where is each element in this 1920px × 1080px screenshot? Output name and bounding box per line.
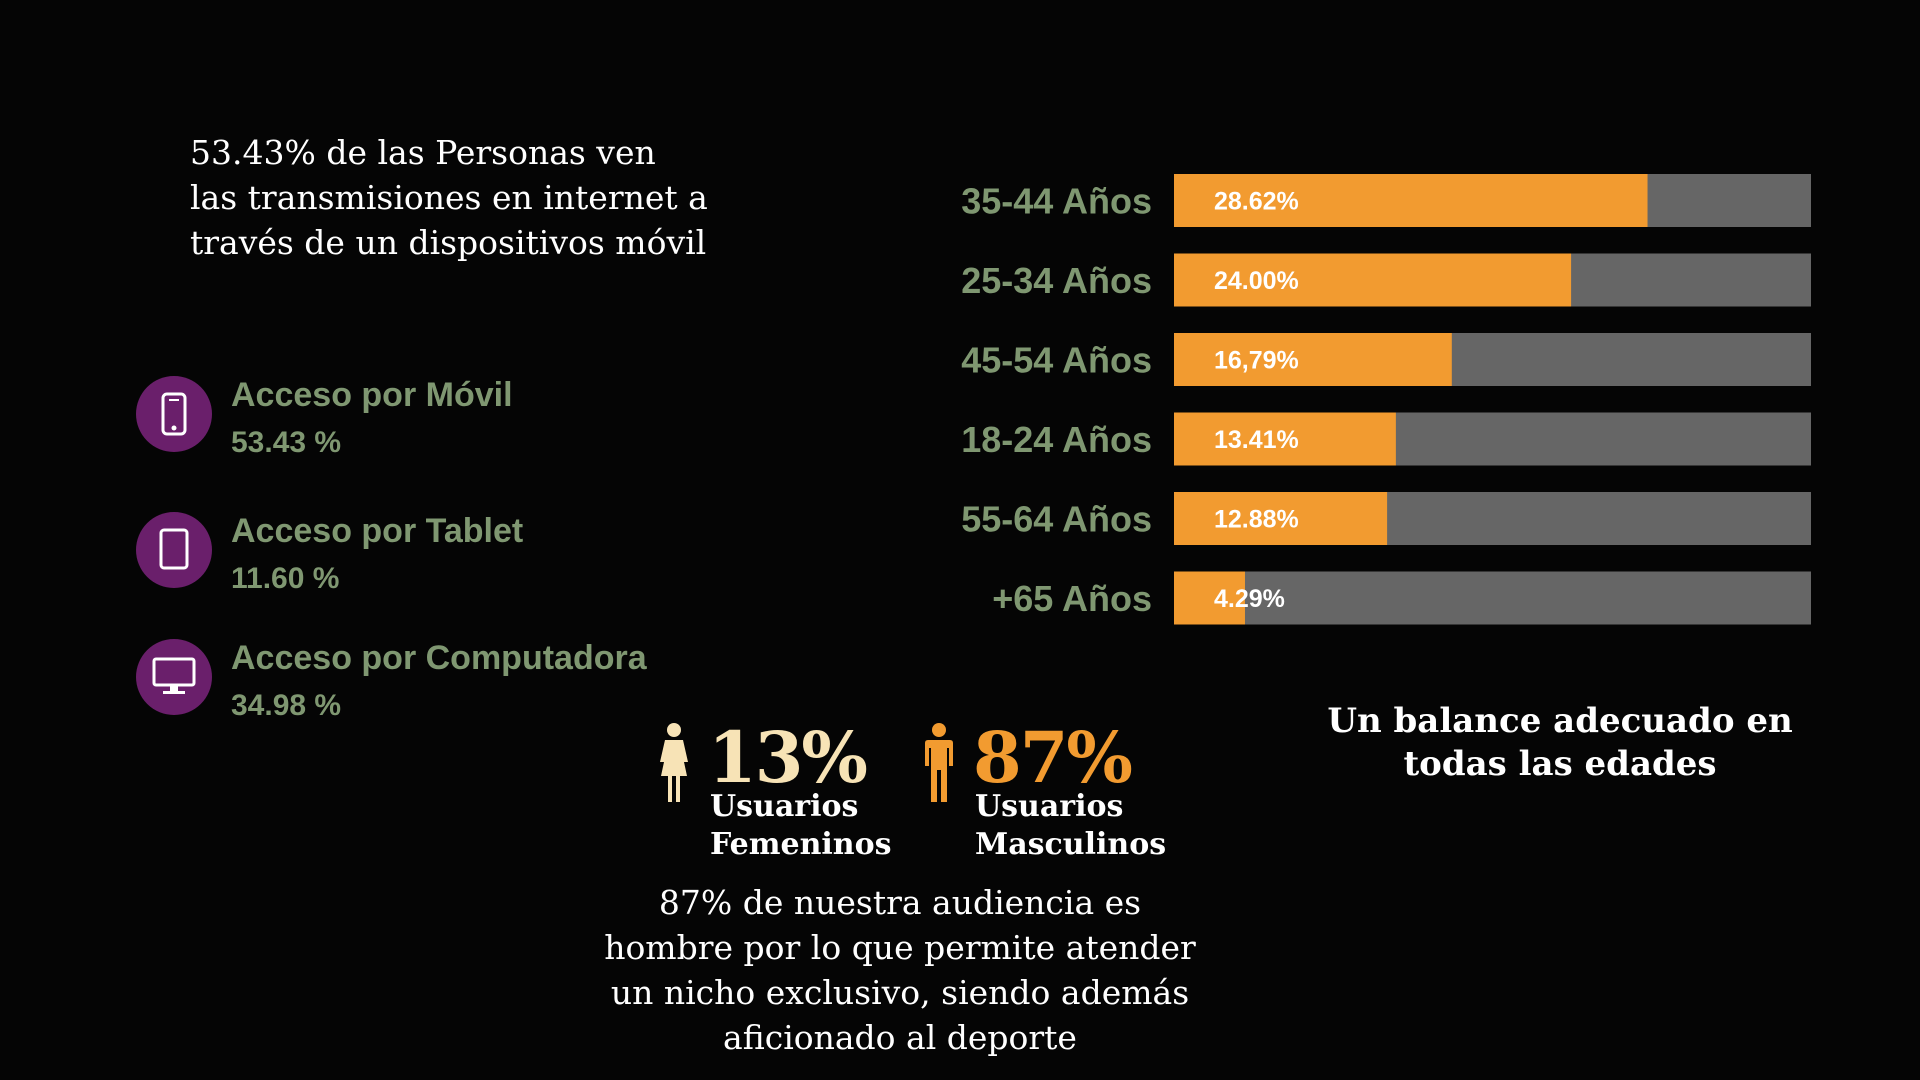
bar — [1174, 571, 1245, 625]
category-label: 55-64 Años — [961, 499, 1152, 540]
bar — [1174, 174, 1648, 227]
category-label: +65 Años — [992, 578, 1152, 619]
tablet-icon — [136, 512, 212, 588]
access-mobile-value: 53.43 % — [231, 426, 342, 459]
bar-value-label: 24.00% — [1214, 267, 1299, 295]
male-label-line1: Usuarios — [975, 789, 1124, 824]
chart-caption: Un balance adecuado en todas las edades — [1327, 701, 1793, 784]
bar-value-label: 13.41% — [1214, 426, 1299, 454]
female-percent: 13% — [708, 716, 868, 799]
bar — [1174, 412, 1396, 466]
audience-text: 87% de nuestra audiencia es hombre por l… — [604, 883, 1196, 1057]
intro-text: 53.43% de las Personas ven las transmisi… — [190, 133, 708, 262]
mobile-icon — [136, 376, 212, 452]
access-computer-label: Acceso por Computadora — [231, 639, 647, 677]
female-label-line2: Femeninos — [710, 827, 892, 862]
access-mobile-label: Acceso por Móvil — [231, 376, 513, 414]
monitor-icon — [136, 639, 212, 715]
male-stat: 87% Usuarios Masculinos — [920, 718, 1180, 868]
access-mobile: Acceso por Móvil 53.43 % — [136, 376, 756, 466]
category-label: 45-54 Años — [961, 340, 1152, 381]
category-label: 18-24 Años — [961, 419, 1152, 460]
female-stat: 13% Usuarios Femeninos — [655, 718, 905, 868]
female-icon — [660, 723, 688, 802]
bar — [1174, 492, 1388, 545]
access-tablet: Acceso por Tablet 11.60 % — [136, 512, 756, 602]
bar-track — [1174, 571, 1811, 625]
bar-value-label: 12.88% — [1214, 506, 1299, 534]
bar — [1174, 333, 1452, 386]
age-bar-chart: 28.62% 35-44 Años 24.00% 25-34 Años 16,79% 45… — [961, 174, 1811, 625]
bar-value-label: 16,79% — [1214, 347, 1299, 375]
category-label: 25-34 Años — [961, 260, 1152, 301]
male-label-line2: Masculinos — [975, 827, 1167, 862]
access-tablet-label: Acceso por Tablet — [231, 512, 524, 550]
male-percent: 87% — [973, 716, 1133, 799]
bar — [1174, 253, 1572, 307]
access-tablet-value: 11.60 % — [231, 562, 340, 595]
access-computer-value: 34.98 % — [231, 689, 342, 722]
access-computer: Acceso por Computadora 34.98 % — [136, 639, 756, 729]
bar-value-label: 28.62% — [1214, 188, 1299, 216]
category-label: 35-44 Años — [961, 181, 1152, 222]
male-icon — [925, 723, 953, 802]
female-label-line1: Usuarios — [710, 789, 859, 824]
bar-value-label: 4.29% — [1214, 585, 1285, 613]
